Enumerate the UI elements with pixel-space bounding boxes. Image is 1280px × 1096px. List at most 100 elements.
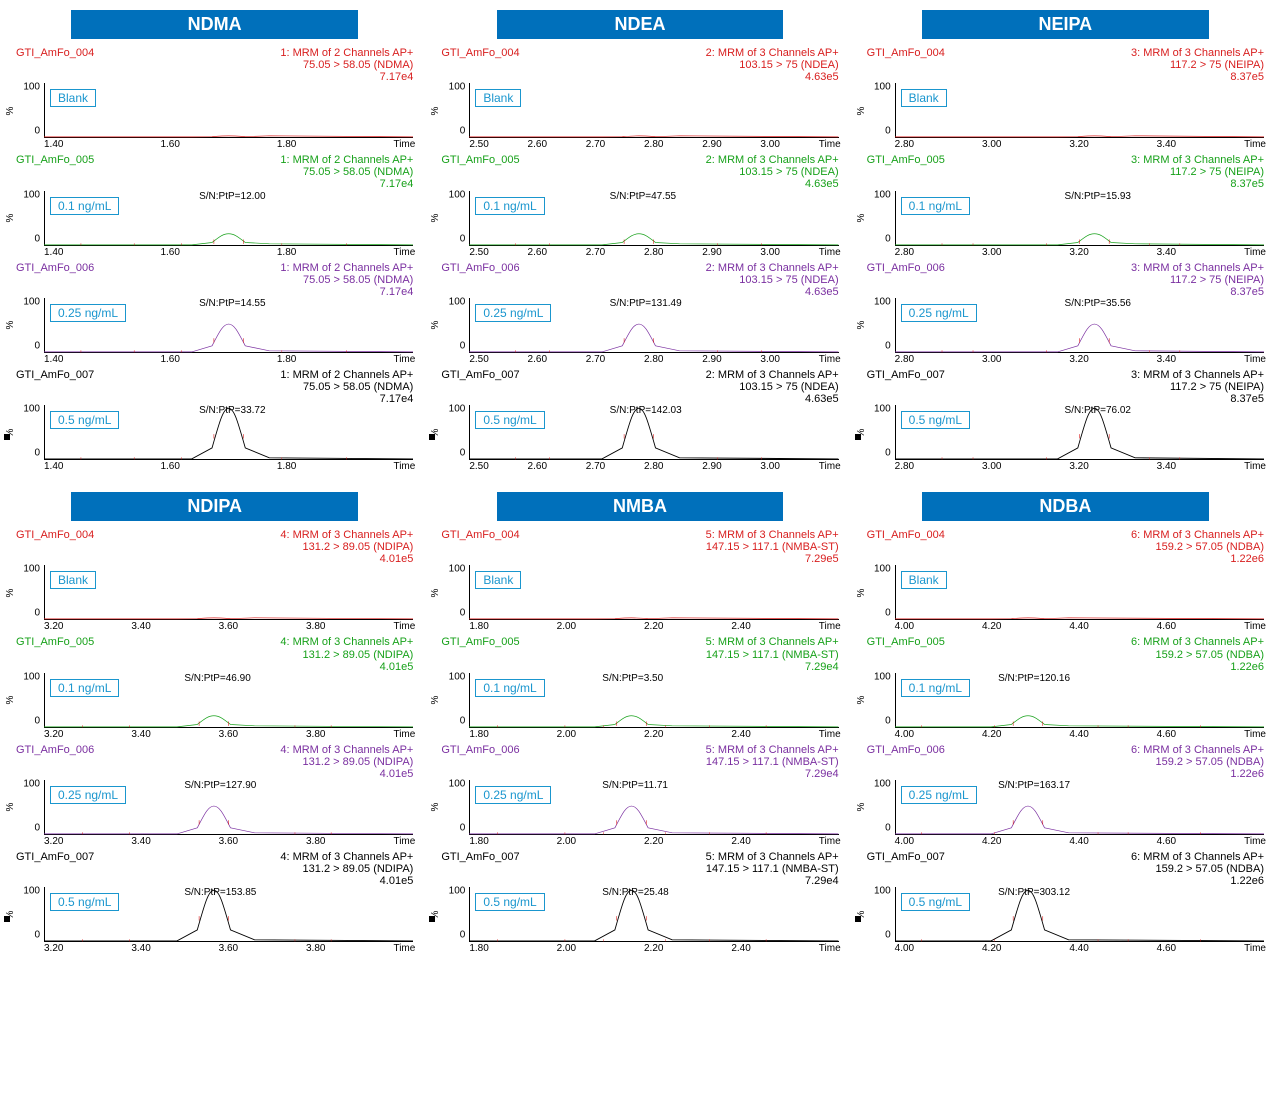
time-axis-label: Time <box>393 729 415 740</box>
sn-ratio: S/N:PtP=76.02 <box>1065 405 1131 416</box>
x-tick: 4.60 <box>1157 729 1176 740</box>
y-tick: 0 <box>34 822 40 833</box>
y-axis: 0 100 % <box>14 191 42 246</box>
time-axis-label: Time <box>1244 729 1266 740</box>
peak-markers <box>81 338 347 352</box>
chromatogram-block: GTI_AmFo_006 3: MRM of 3 Channels AP+117… <box>861 262 1270 365</box>
intensity-label: 7.17e4 <box>380 71 414 83</box>
x-tick: 4.60 <box>1157 621 1176 632</box>
x-ticks: 1.401.601.80 <box>44 246 413 258</box>
y-tick: 100 <box>449 189 466 200</box>
transition-label: 131.2 > 89.05 (NDIPA) <box>303 541 414 553</box>
concentration-label: 0.1 ng/mL <box>50 679 119 697</box>
intensity-label: 4.01e5 <box>380 661 414 673</box>
intensity-label: 7.17e4 <box>380 178 414 190</box>
x-tick: 3.60 <box>219 621 238 632</box>
x-tick: 2.40 <box>731 943 750 954</box>
peak-markers <box>516 338 762 352</box>
intensity-label: 7.29e4 <box>805 768 839 780</box>
x-tick: 3.20 <box>1069 139 1088 150</box>
x-tick: 4.20 <box>982 943 1001 954</box>
x-tick: 3.20 <box>44 836 63 847</box>
y-axis-label: % <box>5 321 16 330</box>
concentration-label: 0.1 ng/mL <box>50 197 119 215</box>
peak-markers <box>498 820 767 834</box>
y-tick: 0 <box>460 448 466 459</box>
x-tick: 4.60 <box>1157 943 1176 954</box>
x-ticks: 4.004.204.404.60 <box>895 620 1264 632</box>
transition-label: 75.05 > 58.05 (NDMA) <box>303 381 413 393</box>
y-tick: 100 <box>23 189 40 200</box>
y-axis-label: % <box>430 588 441 597</box>
mrm-header: 4: MRM of 3 Channels AP+ <box>280 851 413 863</box>
peak-markers <box>81 434 347 459</box>
plot-area: 0 100 %0.25 ng/mLS/N:PtP=35.56Time <box>895 298 1264 353</box>
x-tick: 2.50 <box>469 247 488 258</box>
sample-id: GTI_AmFo_007 <box>441 369 519 381</box>
y-axis-label: % <box>5 588 16 597</box>
chromatogram-block: GTI_AmFo_007 4: MRM of 3 Channels AP+131… <box>10 851 419 954</box>
sample-id: GTI_AmFo_004 <box>867 529 945 541</box>
x-ticks: 2.502.602.702.802.903.00 <box>469 460 838 472</box>
x-tick: 3.40 <box>131 729 150 740</box>
x-tick: 4.00 <box>895 729 914 740</box>
sn-ratio: S/N:PtP=163.17 <box>998 780 1070 791</box>
chromatogram-block: GTI_AmFo_004 5: MRM of 3 Channels AP+147… <box>435 529 844 632</box>
selection-marker <box>855 916 861 922</box>
chromatogram-block: GTI_AmFo_006 1: MRM of 2 Channels AP+75.… <box>10 262 419 365</box>
compound-panel: NEIPAGTI_AmFo_004 3: MRM of 3 Channels A… <box>861 10 1270 476</box>
x-tick: 4.20 <box>982 729 1001 740</box>
x-tick: 3.60 <box>219 836 238 847</box>
sn-ratio: S/N:PtP=3.50 <box>602 673 663 684</box>
x-tick: 2.60 <box>528 247 547 258</box>
y-axis-label: % <box>856 588 867 597</box>
x-tick: 1.60 <box>160 247 179 258</box>
chromatogram-trace <box>469 83 838 138</box>
concentration-label: 0.1 ng/mL <box>901 197 970 215</box>
x-tick: 3.00 <box>982 461 1001 472</box>
sn-ratio: S/N:PtP=131.49 <box>610 298 682 309</box>
concentration-label: 0.25 ng/mL <box>50 304 126 322</box>
x-tick: 3.20 <box>44 729 63 740</box>
intensity-label: 8.37e5 <box>1230 286 1264 298</box>
x-ticks: 4.004.204.404.60 <box>895 728 1264 740</box>
concentration-label: 0.5 ng/mL <box>475 893 544 911</box>
x-tick: 4.40 <box>1069 836 1088 847</box>
chromatogram-block: GTI_AmFo_004 6: MRM of 3 Channels AP+159… <box>861 529 1270 632</box>
y-axis: 0 100 % <box>865 298 893 353</box>
y-tick: 0 <box>885 233 891 244</box>
y-tick: 100 <box>874 564 891 575</box>
y-axis-label: % <box>430 214 441 223</box>
mrm-header: 3: MRM of 3 Channels AP+ <box>1131 154 1264 166</box>
y-axis: 0 100 % <box>865 191 893 246</box>
x-tick: 2.70 <box>586 247 605 258</box>
peak-markers <box>82 820 331 834</box>
y-tick: 100 <box>23 671 40 682</box>
x-tick: 3.60 <box>219 729 238 740</box>
time-axis-label: Time <box>1244 943 1266 954</box>
x-ticks: 1.802.002.202.40 <box>469 620 838 632</box>
peak-markers <box>921 916 1200 941</box>
x-tick: 1.80 <box>469 836 488 847</box>
time-axis-label: Time <box>393 247 415 258</box>
peak-markers <box>498 916 767 941</box>
chromatogram-trace <box>44 565 413 620</box>
sn-ratio: S/N:PtP=127.90 <box>184 780 256 791</box>
plot-area: 0 100 %BlankTime <box>44 83 413 138</box>
x-tick: 1.40 <box>44 247 63 258</box>
sn-ratio: S/N:PtP=153.85 <box>184 887 256 898</box>
plot-area: 0 100 %0.25 ng/mLS/N:PtP=163.17Time <box>895 780 1264 835</box>
compound-panel: NDBAGTI_AmFo_004 6: MRM of 3 Channels AP… <box>861 492 1270 958</box>
compound-title: NMBA <box>497 492 784 521</box>
sample-id: GTI_AmFo_005 <box>867 636 945 648</box>
mrm-header: 5: MRM of 3 Channels AP+ <box>706 636 839 648</box>
x-tick: 3.40 <box>1157 247 1176 258</box>
concentration-label: Blank <box>475 571 521 589</box>
transition-label: 103.15 > 75 (NDEA) <box>739 166 838 178</box>
mrm-header: 2: MRM of 3 Channels AP+ <box>706 369 839 381</box>
x-tick: 2.20 <box>644 621 663 632</box>
time-axis-label: Time <box>819 729 841 740</box>
x-tick: 1.80 <box>469 621 488 632</box>
y-tick: 100 <box>23 82 40 93</box>
sample-id: GTI_AmFo_005 <box>16 154 94 166</box>
